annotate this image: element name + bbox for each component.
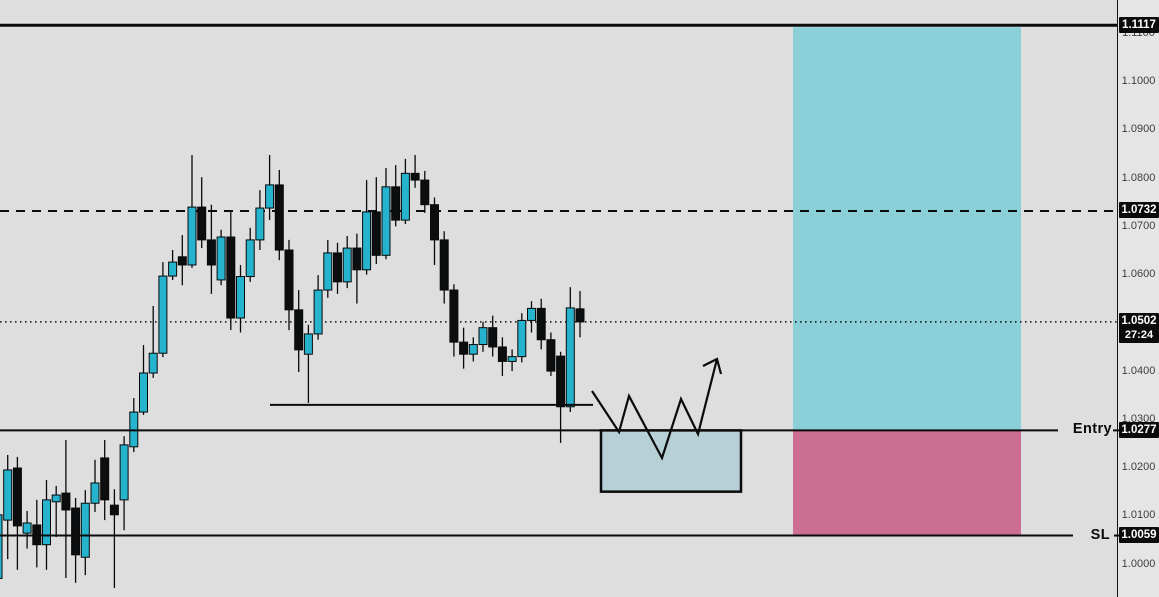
candle-body-up: [42, 499, 51, 546]
sl-line-label[interactable]: SL: [1090, 526, 1110, 543]
candle-body-up: [517, 319, 527, 358]
candle-body-down: [410, 172, 420, 181]
bar-countdown: 27:24: [1124, 329, 1154, 342]
candle-body-up: [22, 522, 32, 534]
candle-body-down: [177, 256, 187, 266]
candle-body-down: [284, 249, 294, 311]
candle-body-up: [381, 186, 391, 256]
axis-tick-label: 1.0200: [1121, 461, 1156, 474]
candle-body-down: [100, 457, 110, 501]
candle-body-down: [497, 346, 507, 362]
target-zone-rect[interactable]: [793, 27, 1021, 431]
candle-body-up: [255, 207, 265, 241]
candle-body-up: [119, 444, 129, 501]
price-axis[interactable]: 1.1100 1.1000 1.0900 1.0800 1.0700 1.0600 1.04…: [1117, 0, 1159, 597]
candle-body-down: [488, 327, 498, 348]
axis-tick-label: 1.0300: [1121, 412, 1156, 425]
candle-body-up: [565, 307, 575, 408]
candle-body-up: [507, 356, 517, 362]
candle-body-up: [139, 372, 148, 413]
candle-body-down: [556, 355, 566, 408]
candle-body-down: [61, 492, 71, 511]
axis-tick-label: 1.0900: [1121, 123, 1156, 136]
price-badge-entry: 1.0277: [1119, 421, 1159, 438]
candle-body-down: [459, 341, 469, 355]
candle-body-down: [352, 247, 362, 271]
candle-body-down: [71, 507, 81, 556]
axis-tick-label: 1.1000: [1121, 75, 1156, 88]
candle-body-up: [158, 275, 168, 354]
axis-tick-label: 1.0800: [1121, 171, 1156, 184]
candle-body-up: [0, 514, 3, 579]
candle-body-up: [362, 211, 372, 271]
candle-body-up: [323, 252, 333, 291]
candle-body-up: [245, 239, 255, 278]
consolidation-box[interactable]: [599, 429, 743, 493]
candle-body-down: [430, 204, 439, 241]
price-badge-value: 1.0502: [1121, 315, 1157, 328]
axis-tick-label: 1.0000: [1121, 557, 1156, 570]
candle-body-down: [449, 289, 459, 343]
candle-body-down: [371, 211, 381, 256]
candle-body-up: [236, 276, 245, 319]
candle-body-up: [51, 494, 61, 503]
price-badge-last-price: 1.0502 27:24: [1119, 313, 1159, 344]
price-badge-level: 1.0732: [1119, 202, 1159, 219]
candle-body-up: [265, 184, 275, 209]
price-badge-value: 1.0059: [1121, 529, 1157, 542]
candle-body-down: [536, 307, 546, 341]
candle-body-down: [12, 467, 22, 527]
stop-zone-rect[interactable]: [793, 430, 1021, 536]
candle-body-down: [546, 339, 556, 372]
entry-line-label[interactable]: Entry: [1072, 421, 1112, 438]
axis-tick-label: 1.0400: [1121, 364, 1156, 377]
candle-body-down: [575, 308, 585, 323]
candle-body-down: [294, 309, 304, 351]
projection-arrowhead[interactable]: [702, 357, 723, 375]
candle-body-up: [303, 333, 313, 355]
candle-body-up: [168, 261, 178, 277]
projection-zigzag-line[interactable]: [591, 358, 719, 461]
candle-body-down: [274, 184, 284, 251]
candle-body-down: [226, 236, 236, 319]
candle-body-up: [3, 469, 13, 521]
candle-body-down: [333, 252, 342, 283]
price-badge-stop-loss: 1.0059: [1119, 527, 1159, 544]
candle-body-up: [313, 289, 323, 335]
candle-body-up: [80, 502, 90, 558]
candle-body-down: [391, 186, 401, 221]
price-badge-level: 1.1117: [1119, 16, 1159, 33]
price-badge-value: 1.0732: [1121, 204, 1157, 217]
candle-body-up: [478, 327, 488, 346]
candle-body-up: [216, 236, 226, 281]
price-badge-value: 1.1117: [1122, 18, 1156, 31]
candle-body-up: [400, 172, 410, 221]
candle-body-down: [420, 179, 430, 206]
candle-body-up: [468, 344, 478, 355]
candle-body-up: [148, 352, 158, 374]
candle-body-down: [109, 504, 119, 516]
candle-body-up: [527, 307, 536, 321]
axis-tick-label: 1.0700: [1121, 219, 1156, 232]
candle-body-up: [342, 247, 352, 283]
candle-body-up: [90, 482, 100, 504]
axis-tick-label: 1.0100: [1121, 509, 1156, 522]
candle-body-down: [197, 206, 207, 241]
candle-body-down: [206, 239, 216, 266]
candle-body-up: [187, 206, 197, 266]
candle-body-down: [439, 239, 449, 291]
price-badge-value: 1.0277: [1121, 423, 1157, 436]
axis-tick-label: 1.0600: [1121, 268, 1156, 281]
